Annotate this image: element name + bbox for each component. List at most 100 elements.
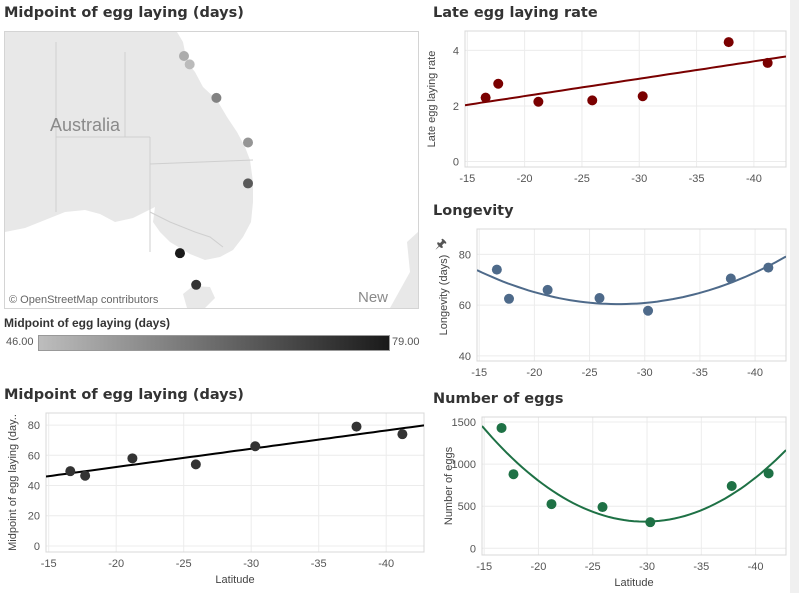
x-tick-label: -40 xyxy=(378,558,394,570)
data-point[interactable] xyxy=(80,470,91,481)
y-tick-label: 60 xyxy=(459,300,471,312)
x-tick-label: -15 xyxy=(476,561,492,573)
y-tick-label: 1000 xyxy=(452,459,476,471)
y-tick-label: 2 xyxy=(453,101,459,113)
x-tick-label: -30 xyxy=(631,173,647,185)
y-tick-label: 0 xyxy=(34,541,40,553)
map-credit[interactable]: © OpenStreetMap contributors xyxy=(9,294,159,306)
y-tick-label: 40 xyxy=(459,351,471,363)
data-point[interactable] xyxy=(533,96,544,107)
data-point[interactable] xyxy=(645,517,656,528)
data-point[interactable] xyxy=(190,459,201,470)
map-point[interactable] xyxy=(243,178,253,189)
data-point[interactable] xyxy=(594,293,605,304)
data-point[interactable] xyxy=(480,92,491,103)
data-point[interactable] xyxy=(723,37,734,48)
map-point[interactable] xyxy=(211,92,222,103)
data-point[interactable] xyxy=(493,78,504,89)
new-zealand-landmass xyxy=(390,232,418,308)
tasmania-landmass xyxy=(183,286,215,308)
x-tick-label: -40 xyxy=(748,561,764,573)
legend-min: 46.00 xyxy=(6,336,34,348)
x-tick-label: -20 xyxy=(517,173,533,185)
eggs-chart-title: Number of eggs xyxy=(433,391,564,407)
y-axis-label: Number of eggs xyxy=(443,446,455,525)
plot-frame xyxy=(476,228,787,362)
data-point[interactable] xyxy=(763,468,774,479)
x-tick-label: -20 xyxy=(526,367,542,379)
trend-line[interactable] xyxy=(465,55,786,107)
data-point[interactable] xyxy=(491,264,502,275)
late-egg-laying-chart: -15 -20 -25 -30 -35 -40 0 2 4 Late egg laying rat… xyxy=(426,30,787,185)
x-tick-label: -25 xyxy=(574,173,590,185)
y-axis-label: Late egg laying rate xyxy=(426,51,438,148)
data-point[interactable] xyxy=(65,466,76,477)
late-chart-title: Late egg laying rate xyxy=(433,5,598,21)
x-axis-label: Latitude xyxy=(215,574,254,586)
trend-line[interactable] xyxy=(46,424,424,478)
data-point[interactable] xyxy=(762,57,773,68)
data-point[interactable] xyxy=(508,469,519,480)
midpoint-chart: -15 -20 -25 -30 -35 -40 0 20 40 60 80 Midpoint of e… xyxy=(7,412,425,586)
data-point[interactable] xyxy=(587,95,598,106)
country-label: Australia xyxy=(50,115,121,135)
data-point[interactable] xyxy=(127,453,138,464)
legend-max: 79.00 xyxy=(392,336,420,348)
map-canvas xyxy=(5,32,418,308)
map-point[interactable] xyxy=(184,59,195,70)
x-tick-label: -25 xyxy=(582,367,598,379)
x-tick-label: -30 xyxy=(637,367,653,379)
longevity-chart-title: Longevity xyxy=(433,203,514,219)
scrollbar[interactable] xyxy=(790,0,799,593)
data-point[interactable] xyxy=(597,502,608,513)
x-tick-label: -20 xyxy=(531,561,547,573)
x-tick-label: -25 xyxy=(585,561,601,573)
legend-title: Midpoint of egg laying (days) xyxy=(4,316,170,330)
x-tick-label: -30 xyxy=(639,561,655,573)
data-point[interactable] xyxy=(725,273,736,284)
data-point[interactable] xyxy=(351,421,362,432)
x-tick-label: -15 xyxy=(471,367,487,379)
trend-line[interactable] xyxy=(482,425,786,523)
x-axis-label: Latitude xyxy=(614,577,653,589)
pin-icon[interactable]: 🖈 xyxy=(435,236,448,251)
map-point[interactable] xyxy=(174,248,185,259)
y-tick-label: 500 xyxy=(458,501,476,513)
x-tick-label: -35 xyxy=(689,173,705,185)
color-legend-bar xyxy=(38,335,390,351)
gridlines xyxy=(482,417,786,555)
y-tick-label: 80 xyxy=(28,420,40,432)
y-tick-label: 20 xyxy=(28,511,40,523)
map[interactable]: Australia New Zeala © OpenStreetMap cont… xyxy=(4,31,419,309)
data-point[interactable] xyxy=(726,481,737,491)
data-point[interactable] xyxy=(643,305,654,316)
gridlines xyxy=(465,31,786,167)
data-point[interactable] xyxy=(496,422,507,433)
x-tick-label: -35 xyxy=(692,367,708,379)
x-tick-label: -30 xyxy=(243,558,259,570)
x-tick-label: -20 xyxy=(108,558,124,570)
data-point[interactable] xyxy=(397,429,408,440)
plot-frame xyxy=(481,416,787,556)
map-point[interactable] xyxy=(243,137,253,148)
data-point[interactable] xyxy=(504,293,515,304)
eggs-chart: -15 -20 -25 -30 -35 -40 0 500 1000 1500 Number of … xyxy=(443,416,787,589)
data-point[interactable] xyxy=(542,284,553,295)
map-point[interactable] xyxy=(191,279,202,290)
data-point[interactable] xyxy=(637,91,648,102)
y-tick-label: 80 xyxy=(459,249,471,261)
data-point[interactable] xyxy=(250,441,261,452)
plot-frame xyxy=(464,30,787,168)
map-title: Midpoint of egg laying (days) xyxy=(4,5,244,21)
longevity-chart: -15 -20 -25 -30 -35 -40 40 60 80 Longevity (days) xyxy=(438,228,787,379)
y-tick-label: 40 xyxy=(28,481,40,493)
state-borders xyxy=(55,42,254,252)
trend-line[interactable] xyxy=(477,255,786,306)
data-point[interactable] xyxy=(546,499,557,510)
neighbor-country-label: New Zeala xyxy=(358,289,396,308)
data-point[interactable] xyxy=(763,262,774,273)
gridlines xyxy=(477,229,786,361)
map-point[interactable] xyxy=(179,51,190,61)
midpoint-chart-title: Midpoint of egg laying (days) xyxy=(4,387,244,403)
y-tick-label: 60 xyxy=(28,450,40,462)
